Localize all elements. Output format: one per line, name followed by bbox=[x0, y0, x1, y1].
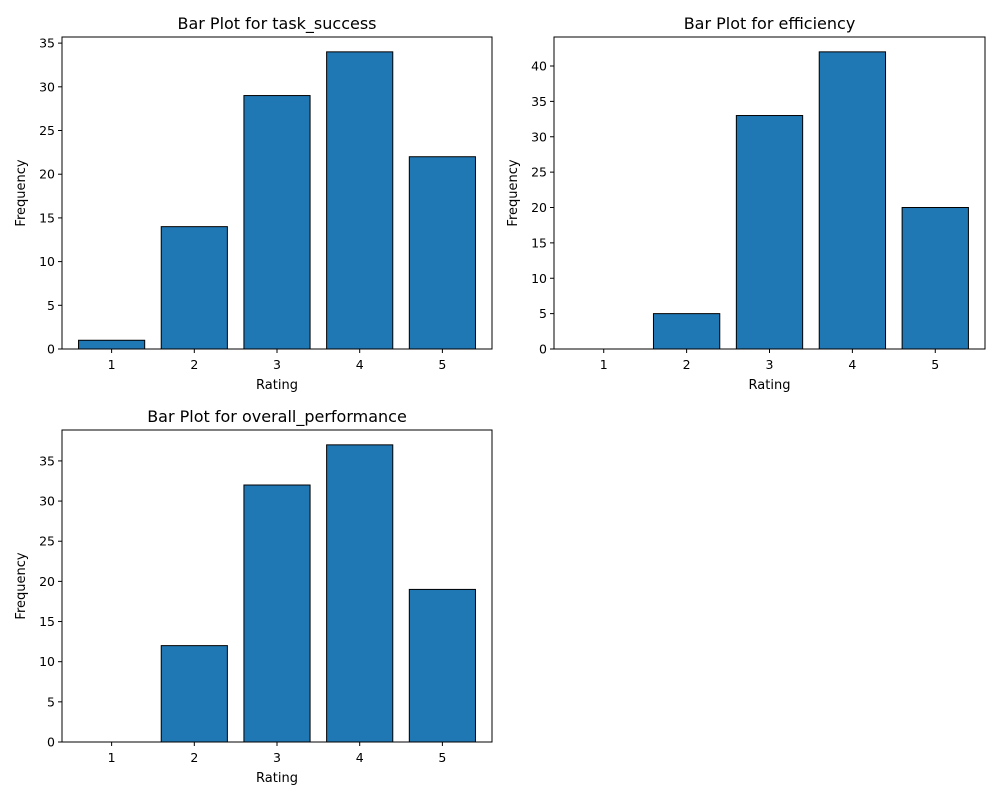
y-tick-label: 0 bbox=[539, 342, 547, 357]
y-tick-label: 5 bbox=[47, 298, 55, 313]
x-tick-label: 2 bbox=[683, 357, 691, 372]
y-tick-label: 15 bbox=[39, 614, 55, 629]
chart-panel-1: 1 2 3 4 5 0 5 10 15 20 25 30 35 Bar Plot for task_suc… bbox=[14, 14, 493, 393]
bar-5 bbox=[408, 156, 476, 350]
bar-3 bbox=[243, 95, 311, 350]
y-tick-label: 0 bbox=[47, 342, 55, 357]
y-tick-label: 25 bbox=[531, 165, 547, 180]
x-tick-label: 4 bbox=[356, 357, 364, 372]
y-tick-label: 30 bbox=[39, 79, 55, 94]
x-tick-label: 5 bbox=[438, 750, 446, 765]
bar-5 bbox=[408, 588, 476, 743]
y-tick-label: 20 bbox=[39, 574, 55, 589]
x-tick-label: 5 bbox=[931, 357, 939, 372]
y-tick-label: 10 bbox=[39, 254, 55, 269]
y-tick-label: 25 bbox=[39, 534, 55, 549]
y-axis-label: Frequency bbox=[14, 552, 29, 619]
y-axis-label: Frequency bbox=[506, 159, 521, 226]
y-tick-label: 25 bbox=[39, 123, 55, 138]
x-tick-label: 2 bbox=[190, 357, 198, 372]
chart-title: Bar Plot for task_success bbox=[177, 14, 376, 34]
x-tick-label: 1 bbox=[600, 357, 608, 372]
bar-3 bbox=[243, 484, 311, 743]
x-tick-label: 4 bbox=[356, 750, 364, 765]
chart-title: Bar Plot for overall_performance bbox=[147, 407, 407, 427]
y-tick-label: 15 bbox=[531, 235, 547, 250]
chart-panel-2: 1 2 3 4 5 0 5 10 15 20 25 30 35 40 Bar Plot for effici… bbox=[506, 14, 986, 393]
x-tick-label: 3 bbox=[766, 357, 774, 372]
x-tick-label: 5 bbox=[438, 357, 446, 372]
x-tick-label: 1 bbox=[108, 750, 116, 765]
x-tick-label: 3 bbox=[273, 357, 281, 372]
chart-panel-3: 1 2 3 4 5 0 5 10 15 20 25 30 35 Bar Plot for overall_… bbox=[14, 407, 493, 786]
y-tick-label: 15 bbox=[39, 210, 55, 225]
bar-2 bbox=[160, 226, 228, 350]
y-tick-label: 10 bbox=[39, 654, 55, 669]
y-tick-label: 0 bbox=[47, 735, 55, 750]
y-axis-label: Frequency bbox=[14, 159, 29, 226]
bar-4 bbox=[326, 51, 394, 350]
x-tick-label: 2 bbox=[190, 750, 198, 765]
x-tick-label: 3 bbox=[273, 750, 281, 765]
x-tick-label: 1 bbox=[108, 357, 116, 372]
y-tick-label: 30 bbox=[39, 494, 55, 509]
y-tick-label: 40 bbox=[531, 59, 547, 74]
y-tick-label: 35 bbox=[531, 94, 547, 109]
bar-4 bbox=[326, 444, 394, 743]
bar-4 bbox=[818, 51, 887, 350]
y-tick-label: 20 bbox=[39, 167, 55, 182]
x-axis-label: Rating bbox=[256, 378, 298, 393]
y-tick-label: 20 bbox=[531, 200, 547, 215]
y-tick-label: 5 bbox=[539, 306, 547, 321]
x-tick-label: 4 bbox=[848, 357, 856, 372]
y-tick-label: 35 bbox=[39, 36, 55, 51]
bar-2 bbox=[652, 313, 721, 350]
bar-5 bbox=[901, 207, 969, 350]
bar-1 bbox=[78, 339, 146, 350]
x-axis-label: Rating bbox=[256, 771, 298, 786]
x-axis-label: Rating bbox=[749, 378, 791, 393]
chart-title: Bar Plot for efficiency bbox=[684, 14, 856, 33]
y-tick-label: 5 bbox=[47, 694, 55, 709]
bar-2 bbox=[160, 645, 228, 743]
bar-3 bbox=[735, 115, 804, 350]
y-tick-label: 35 bbox=[39, 453, 55, 468]
y-tick-label: 30 bbox=[531, 129, 547, 144]
y-tick-label: 10 bbox=[531, 271, 547, 286]
